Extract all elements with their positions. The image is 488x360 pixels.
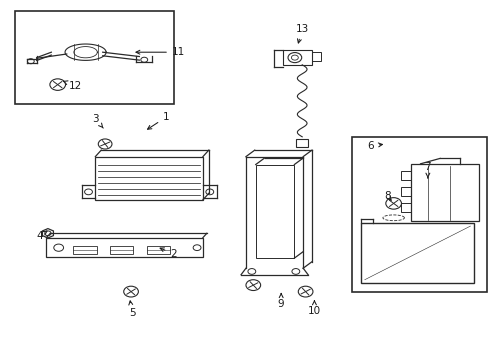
Text: 1: 1	[147, 112, 169, 129]
Bar	[255, 165, 294, 258]
Bar	[400, 187, 410, 196]
Text: 4: 4	[37, 231, 47, 241]
Bar	[410, 164, 478, 221]
Text: 13: 13	[295, 24, 308, 43]
Bar	[311, 52, 320, 61]
Text: 3: 3	[92, 114, 103, 128]
Bar	[146, 246, 170, 254]
Bar	[15, 11, 173, 104]
Text: 2: 2	[160, 248, 177, 259]
Bar	[73, 246, 97, 254]
Bar	[351, 137, 486, 292]
Bar	[400, 203, 410, 212]
Bar	[296, 139, 307, 147]
Text: 7: 7	[424, 162, 430, 178]
Text: 9: 9	[277, 293, 284, 309]
Text: 11: 11	[136, 47, 185, 57]
Text: 5: 5	[128, 301, 135, 318]
Bar	[360, 223, 473, 283]
Text: 12: 12	[63, 81, 82, 91]
Text: 10: 10	[307, 301, 320, 316]
Text: 8: 8	[384, 191, 390, 201]
Bar	[95, 157, 203, 200]
Bar	[400, 171, 410, 180]
Bar	[110, 246, 133, 254]
Text: 6: 6	[366, 141, 382, 151]
Bar	[282, 50, 311, 65]
